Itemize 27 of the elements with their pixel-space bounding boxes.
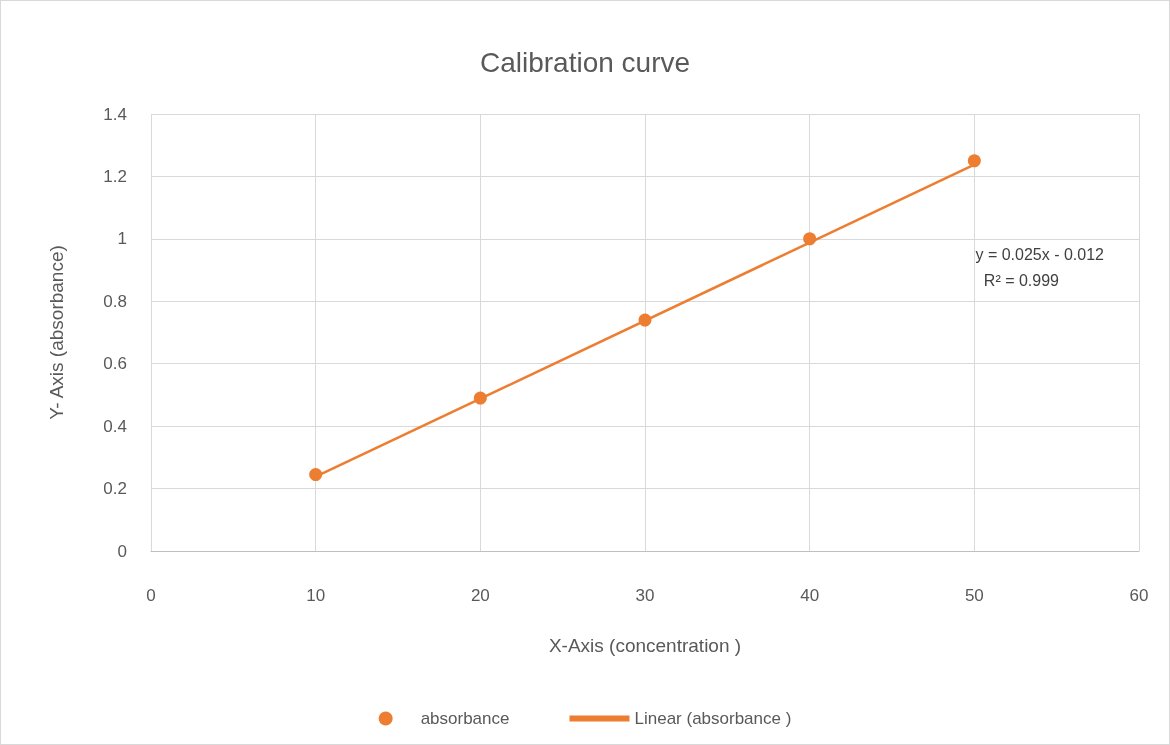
- x-tick-label: 30: [635, 586, 655, 605]
- x-axis-title: X-Axis (concentration ): [548, 635, 742, 656]
- y-tick-label: 0.2: [103, 479, 127, 499]
- y-tick-label: 0.6: [103, 354, 127, 374]
- y-tick-label: 0: [117, 541, 127, 561]
- x-tick-label: 60: [1129, 586, 1149, 605]
- y-axis-title: Y- Axis (absorbance): [46, 245, 67, 420]
- annotation: y = 0.025x - 0.012: [975, 245, 1105, 263]
- x-tick-label: 0: [146, 586, 156, 605]
- point: [803, 232, 817, 246]
- point: [473, 391, 487, 405]
- x-tick-label: 10: [306, 586, 326, 605]
- y-tick-label: 0.4: [103, 416, 127, 436]
- y-tick-label: 1: [117, 229, 127, 249]
- legend-label: Linear (absorbance ): [634, 709, 792, 728]
- legend-label: absorbance: [420, 709, 510, 728]
- annotation: R² = 0.999: [983, 271, 1060, 289]
- y-tick-label: 1.2: [103, 166, 127, 186]
- y-tick-label: 1.4: [103, 104, 127, 124]
- point: [309, 468, 323, 482]
- y-tick-label: 0.8: [103, 291, 127, 311]
- point: [638, 313, 652, 327]
- x-tick-label: 20: [470, 586, 490, 605]
- x-tick-label: 40: [800, 586, 820, 605]
- point: [967, 154, 981, 168]
- x-tick-label: 50: [964, 586, 984, 605]
- chart-title: Calibration curve: [479, 46, 691, 78]
